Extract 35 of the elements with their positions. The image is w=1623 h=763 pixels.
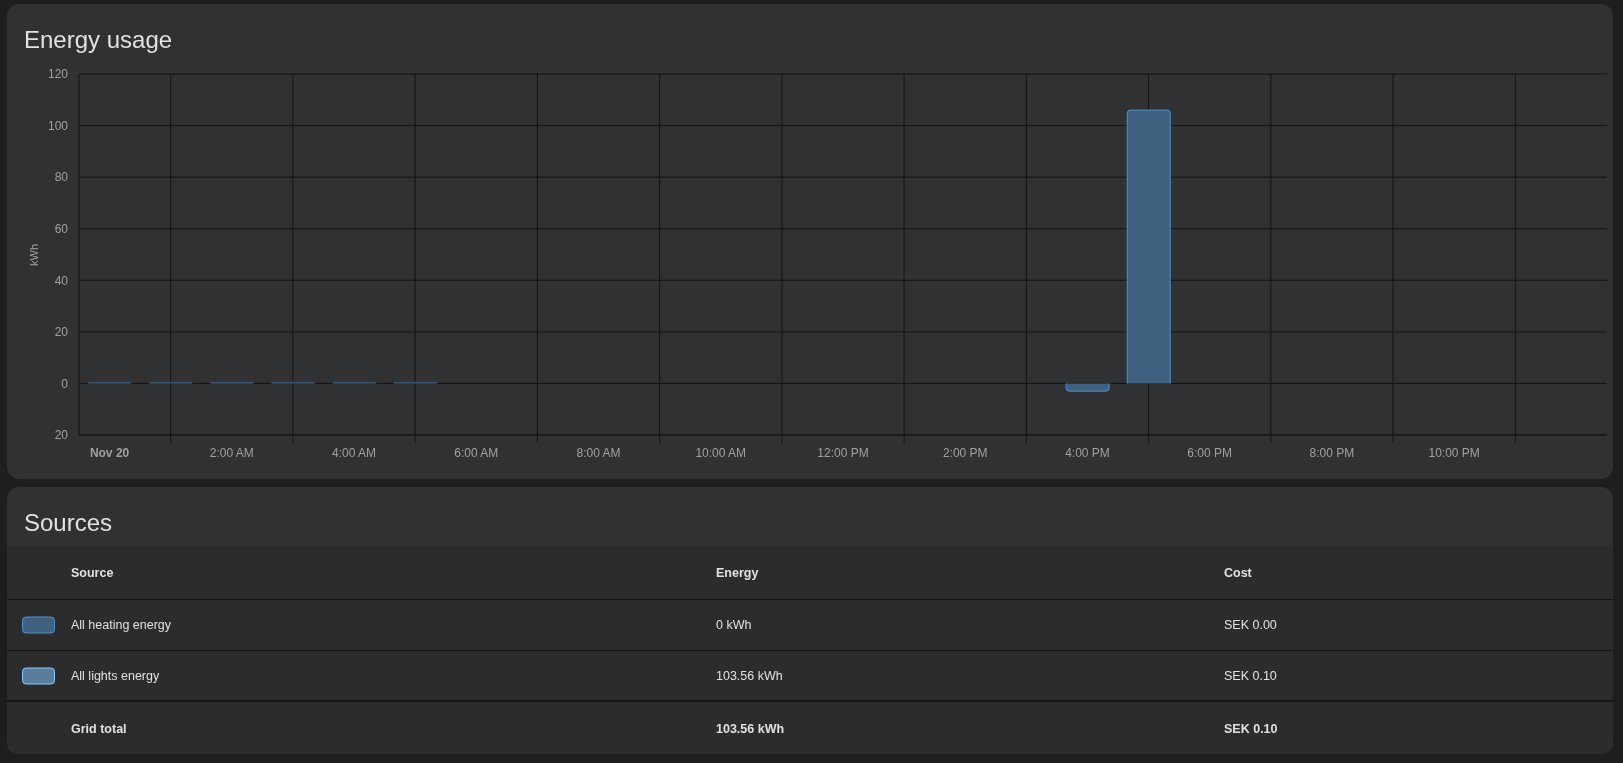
text: Source [71,565,114,579]
y-tick-label: 0 [61,376,69,391]
y-tick-label: 60 [54,221,69,236]
legend-title: Sources [24,509,113,536]
x-tick-label: 4:00 PM [1065,446,1110,460]
legend-label: All heating energy [71,617,172,632]
text: Cost [1224,565,1252,579]
y-tick-label: 20 [54,325,69,340]
y-tick-label: 80 [54,170,69,185]
x-tick-label: 4:00 AM [332,446,377,460]
x-tick-label: 6:00 PM [1187,446,1233,460]
text: SEK 0.00 [1224,617,1277,632]
text: 103.56 kWh [716,721,785,735]
text: 0 kWh [716,617,752,632]
text: Energy [716,565,759,579]
y-tick-label: 40 [54,273,69,288]
y-tick-label: 20 [54,428,69,443]
legend-label: All lights energy [71,668,160,682]
text: 103.56 kWh [716,668,783,682]
y-axis-title: kWh [27,243,40,266]
x-tick-label: 6:00 AM [454,446,499,460]
chart-title: Energy usage [24,26,173,53]
y-tick-label: 120 [47,67,69,82]
y-tick-label: 100 [47,118,69,133]
x-tick-label: 8:00 PM [1309,446,1355,460]
x-tick-label: 8:00 AM [576,446,621,460]
x-tick-label: 10:00 AM [695,446,747,460]
x-tick-label: 2:00 PM [942,446,988,460]
text: SEK 0.10 [1224,721,1278,735]
text: SEK 0.10 [1224,668,1277,682]
text: Grid total [71,721,127,735]
x-tick-label: Nov 20 [89,446,130,460]
x-tick-label: 10:00 PM [1428,446,1480,460]
x-tick-label: 2:00 AM [209,446,254,460]
x-tick-label: 12:00 PM [817,446,869,460]
